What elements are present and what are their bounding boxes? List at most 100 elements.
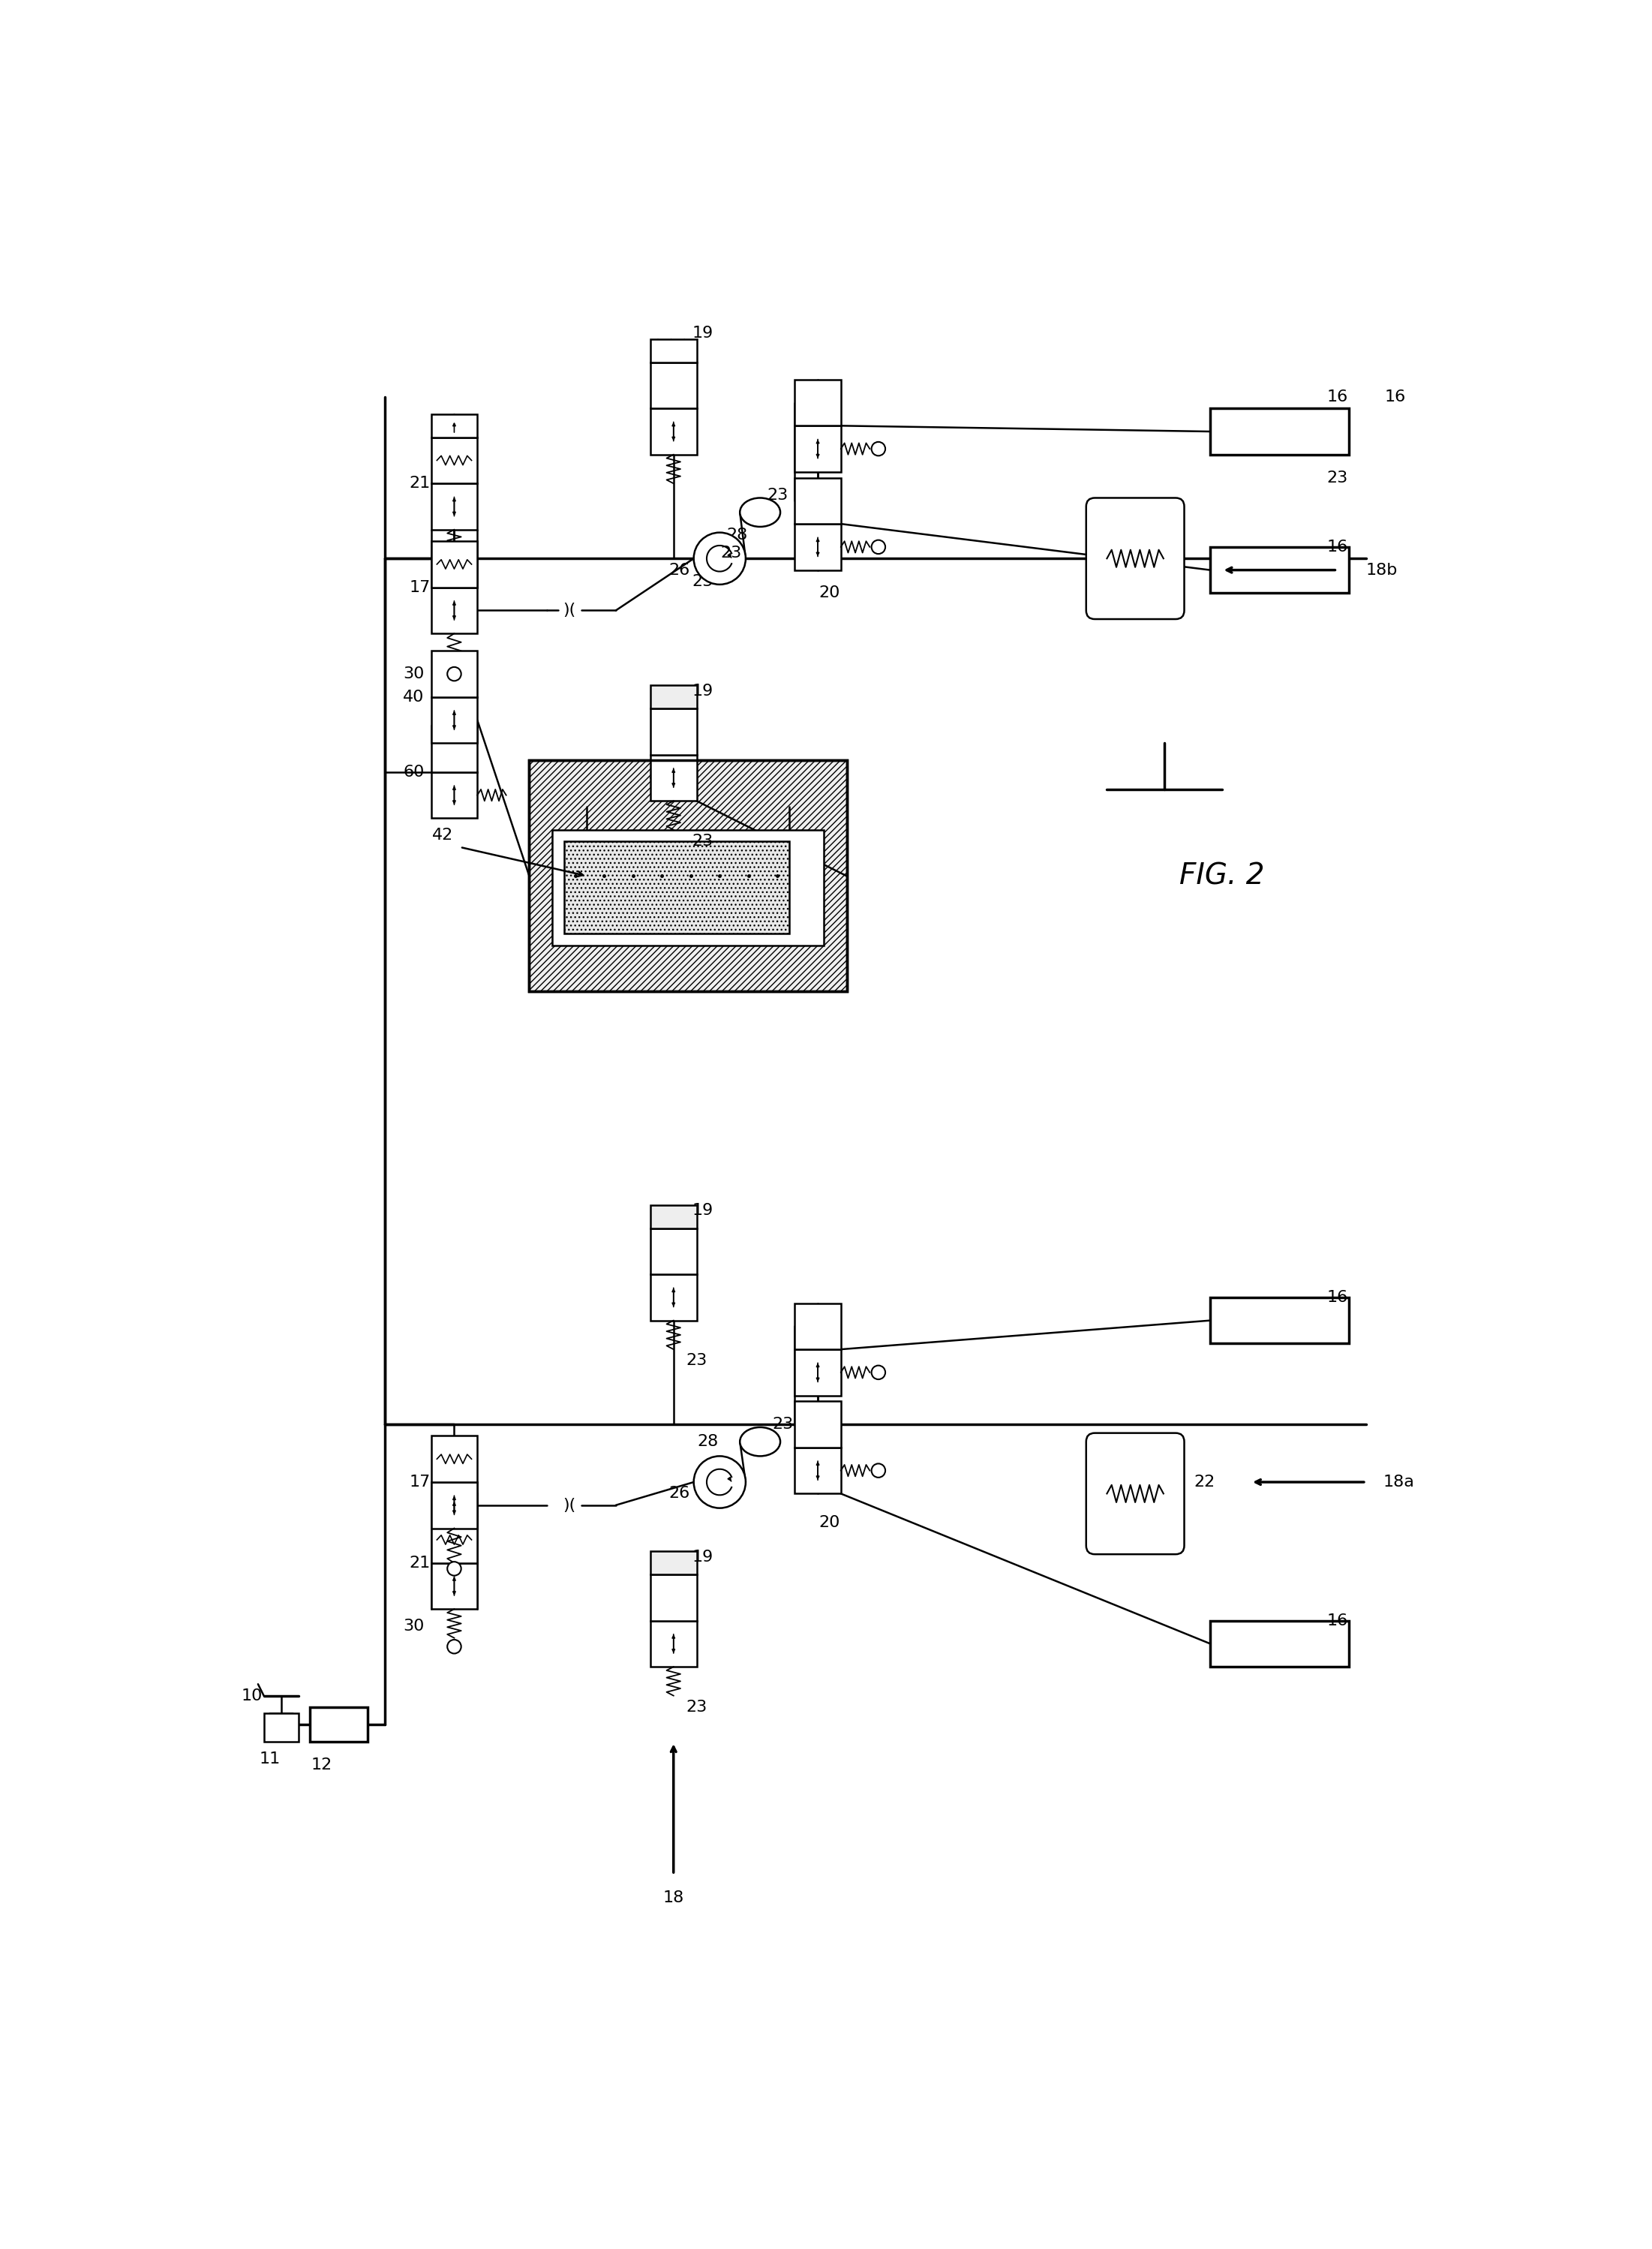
Bar [264,1714,299,1741]
Bar [651,409,697,454]
Bar [651,1574,697,1622]
Text: 16: 16 [1327,1613,1348,1628]
Bar [431,414,477,436]
Circle shape [448,668,461,681]
Bar [529,760,847,992]
Bar [651,1205,697,1228]
Text: 16: 16 [1327,389,1348,405]
Text: 19: 19 [692,326,714,342]
Bar [431,436,477,484]
Text: 26: 26 [669,562,691,578]
Text: 16: 16 [1327,540,1348,556]
Bar [431,1493,477,1516]
Text: 23: 23 [773,1417,793,1433]
Bar [431,1482,477,1529]
Bar [529,760,847,992]
Bar [431,587,477,634]
Text: 12: 12 [311,1756,332,1772]
Bar [563,841,790,933]
Text: 21: 21 [410,1556,430,1570]
Text: 60: 60 [403,765,425,780]
Text: )(: )( [563,1498,577,1514]
Text: 19: 19 [692,1550,714,1565]
Bar [795,1349,841,1394]
Bar [431,484,477,529]
Circle shape [694,1455,745,1509]
Circle shape [448,1640,461,1653]
Text: 20: 20 [819,488,839,502]
Text: 23: 23 [1327,470,1348,486]
Text: 18a: 18a [1383,1475,1414,1489]
Bar [795,1448,841,1493]
Bar [651,756,697,801]
Bar [1211,547,1348,594]
Bar [431,1435,477,1482]
Text: FIG. 2: FIG. 2 [1180,861,1264,891]
Bar [1211,409,1348,454]
Bar [651,1552,697,1574]
Bar [552,830,824,945]
FancyBboxPatch shape [1085,497,1184,618]
FancyBboxPatch shape [1085,1433,1184,1554]
Text: 23: 23 [686,1354,707,1367]
Text: 23: 23 [720,544,742,560]
Bar [795,1302,841,1349]
Text: 28: 28 [727,529,748,542]
Ellipse shape [740,497,780,526]
Circle shape [872,441,885,457]
Circle shape [872,1464,885,1478]
Bar [651,1228,697,1275]
Bar [311,1707,368,1741]
Bar [431,650,477,697]
Text: 19: 19 [692,1203,714,1219]
Text: 42: 42 [433,828,453,843]
Circle shape [872,540,885,553]
Bar [1211,1298,1348,1343]
Text: 21: 21 [410,477,430,490]
Text: 23: 23 [692,573,714,589]
Text: 28: 28 [697,1435,719,1448]
Circle shape [872,1365,885,1379]
Text: 26: 26 [669,1487,691,1500]
Bar [651,708,697,756]
Bar [651,1622,697,1667]
Text: 40: 40 [403,690,425,704]
Text: 19: 19 [692,684,714,699]
Text: 20: 20 [819,1516,839,1529]
Text: 30: 30 [403,1619,425,1635]
Text: 23: 23 [767,488,788,502]
Circle shape [694,533,745,585]
Text: 11: 11 [259,1752,281,1768]
Bar [795,1401,841,1448]
Text: 22: 22 [1194,1475,1216,1489]
Text: 23: 23 [686,1700,707,1714]
Bar [431,697,477,742]
Bar [795,524,841,569]
Circle shape [448,1561,461,1577]
Bar [431,771,477,819]
Text: 10: 10 [241,1689,263,1702]
Text: 16: 16 [1384,389,1406,405]
Bar [795,425,841,472]
Bar [651,686,697,708]
Text: 18b: 18b [1366,562,1398,578]
Text: 30: 30 [403,666,425,681]
Bar [1211,1622,1348,1667]
Bar [431,1563,477,1608]
Bar [431,542,477,587]
Text: 17: 17 [410,1475,430,1489]
Text: 20: 20 [819,585,839,600]
Ellipse shape [740,1428,780,1455]
Bar [651,1275,697,1320]
Text: 18: 18 [662,1889,684,1905]
Bar [431,726,477,771]
Bar [795,477,841,524]
Bar [431,1516,477,1563]
Text: 20: 20 [819,1417,839,1433]
Bar [651,340,697,362]
Bar [795,380,841,425]
Bar [651,362,697,409]
Text: 17: 17 [410,580,430,596]
Text: )(: )( [563,603,577,618]
Text: 16: 16 [1327,1291,1348,1304]
